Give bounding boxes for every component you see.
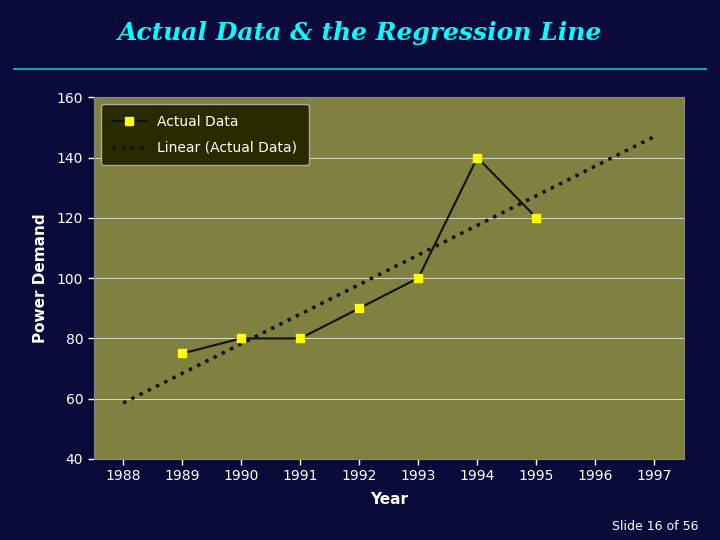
Text: Actual Data & the Regression Line: Actual Data & the Regression Line	[118, 22, 602, 45]
Text: Slide 16 of 56: Slide 16 of 56	[612, 520, 698, 533]
Legend: Actual Data, Linear (Actual Data): Actual Data, Linear (Actual Data)	[101, 104, 309, 165]
Y-axis label: Power Demand: Power Demand	[33, 213, 48, 343]
X-axis label: Year: Year	[370, 492, 408, 507]
